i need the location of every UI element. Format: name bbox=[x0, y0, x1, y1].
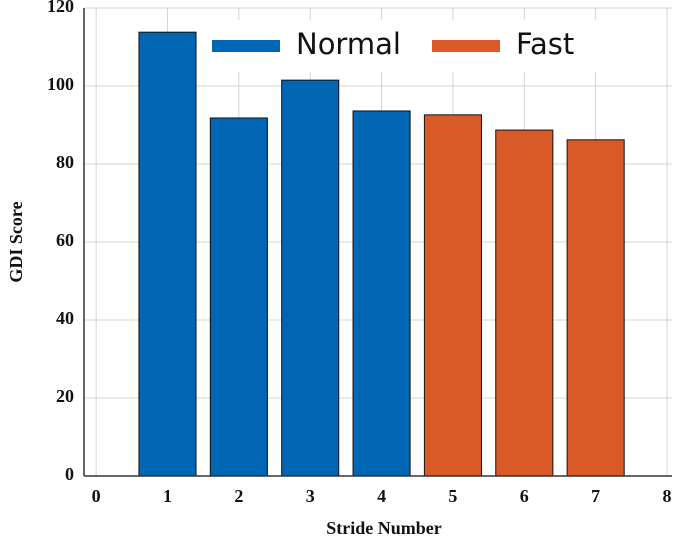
bar bbox=[566, 139, 625, 477]
y-tick-label: 120 bbox=[47, 0, 74, 16]
bar bbox=[209, 117, 268, 477]
x-tick-label: 6 bbox=[520, 486, 529, 506]
bar bbox=[281, 79, 340, 477]
x-tick-label: 0 bbox=[92, 486, 101, 506]
legend-label: Normal bbox=[296, 27, 401, 61]
y-tick-label: 40 bbox=[56, 308, 74, 328]
x-tick-label: 5 bbox=[448, 486, 457, 506]
y-axis-title: GDI Score bbox=[6, 201, 26, 282]
y-tick-label: 80 bbox=[56, 152, 74, 172]
y-tick-label: 60 bbox=[56, 230, 74, 250]
x-tick-label: 2 bbox=[234, 486, 243, 506]
y-tick-label: 0 bbox=[65, 464, 74, 484]
legend-swatch bbox=[212, 40, 280, 52]
bar bbox=[352, 110, 411, 477]
x-tick-label: 4 bbox=[377, 486, 386, 506]
x-axis-title: Stride Number bbox=[326, 518, 442, 538]
bar bbox=[495, 129, 554, 477]
x-tick-label: 7 bbox=[591, 486, 600, 506]
x-tick-label: 8 bbox=[663, 486, 672, 506]
legend-swatch bbox=[432, 40, 500, 52]
y-tick-label: 100 bbox=[47, 74, 74, 94]
legend-label: Fast bbox=[516, 27, 574, 61]
y-tick-label: 20 bbox=[56, 386, 74, 406]
bar bbox=[138, 31, 197, 477]
x-tick-label: 1 bbox=[163, 486, 172, 506]
x-tick-label: 3 bbox=[306, 486, 315, 506]
bar bbox=[423, 114, 482, 477]
